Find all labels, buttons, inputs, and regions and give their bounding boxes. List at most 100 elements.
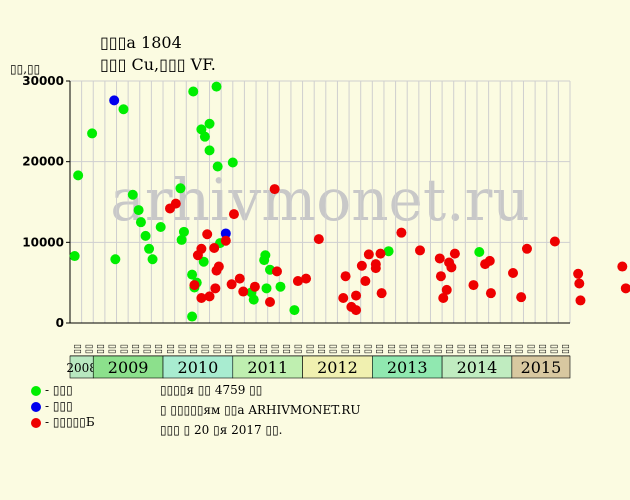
data-point	[212, 161, 223, 172]
data-point	[449, 248, 460, 259]
month-label: ▯▯	[538, 344, 548, 354]
data-point	[375, 248, 386, 259]
data-point	[301, 273, 312, 284]
data-point	[351, 290, 362, 301]
data-point	[484, 255, 495, 266]
month-label: ▯▯	[259, 344, 269, 354]
month-label: ▯▯	[561, 344, 571, 354]
data-point	[521, 243, 532, 254]
data-point	[170, 198, 181, 209]
month-label: ▯▯	[177, 344, 187, 354]
data-point	[396, 227, 407, 238]
data-point	[249, 281, 260, 292]
month-label: ▯▯	[398, 344, 408, 354]
data-point	[360, 276, 371, 287]
data-point	[269, 184, 280, 195]
y-tick-label: 0	[56, 316, 64, 330]
data-point	[356, 260, 367, 271]
month-label: ▯▯	[457, 344, 467, 354]
data-point	[292, 276, 303, 287]
month-label: ▯▯	[329, 344, 339, 354]
month-label: ▯▯	[96, 344, 106, 354]
data-point	[187, 311, 198, 322]
data-point	[140, 230, 151, 241]
year-label: 2011	[247, 358, 288, 377]
data-point	[617, 261, 628, 272]
data-point	[204, 291, 215, 302]
data-point	[176, 234, 187, 245]
data-point	[573, 268, 584, 279]
data-point	[226, 279, 237, 290]
data-point	[474, 247, 485, 258]
data-point	[415, 245, 425, 256]
data-point	[118, 104, 129, 115]
data-point	[144, 243, 155, 254]
data-point	[204, 145, 215, 156]
month-label: ▯▯	[340, 344, 350, 354]
month-label: ▯▯	[445, 344, 455, 354]
data-point	[228, 209, 239, 220]
data-point	[620, 283, 630, 294]
data-point	[508, 267, 519, 278]
data-point	[485, 288, 496, 299]
month-label: ▯▯	[480, 344, 490, 354]
month-label: ▯▯	[410, 344, 420, 354]
month-label: ▯▯	[526, 344, 536, 354]
data-point	[69, 251, 80, 262]
y-axis-unit: ▯▯,▯▯	[10, 62, 41, 76]
month-label: ▯▯	[468, 344, 478, 354]
data-point	[575, 295, 586, 306]
month-label: ▯▯	[294, 344, 304, 354]
data-point	[340, 271, 351, 282]
data-point	[211, 81, 222, 92]
data-point	[133, 205, 144, 216]
month-label: ▯▯	[154, 344, 164, 354]
year-label: 2013	[387, 358, 428, 377]
year-band	[511, 355, 571, 379]
data-point	[189, 280, 200, 291]
data-point	[438, 292, 449, 303]
data-point	[227, 157, 238, 168]
month-label: ▯▯	[515, 344, 525, 354]
month-label: ▯▯	[108, 344, 118, 354]
data-point	[196, 243, 207, 254]
data-point	[441, 284, 452, 295]
data-point	[127, 189, 138, 200]
y-tick-label: 30000	[22, 74, 64, 88]
data-point	[271, 266, 282, 277]
data-point	[147, 254, 158, 265]
data-point	[260, 250, 271, 261]
data-point	[383, 246, 394, 257]
data-point	[289, 305, 300, 316]
data-point	[196, 292, 207, 303]
year-label: 2014	[457, 358, 498, 377]
data-point	[73, 170, 84, 181]
month-label: ▯▯	[422, 344, 432, 354]
year-label: 2009	[108, 358, 149, 377]
data-point	[275, 281, 286, 292]
month-label: ▯▯	[305, 344, 315, 354]
month-label: ▯▯	[212, 344, 222, 354]
data-point	[220, 228, 231, 239]
data-point	[338, 292, 349, 303]
data-point	[370, 263, 381, 274]
year-label: 2015	[521, 358, 562, 377]
data-point	[313, 234, 324, 245]
month-label: ▯▯	[491, 344, 501, 354]
data-point	[265, 297, 275, 308]
data-point	[261, 283, 272, 294]
month-label: ▯▯	[201, 344, 211, 354]
month-label: ▯▯	[282, 344, 292, 354]
note-count: ▯▯▯▯я ▯▯ 4759 ▯▯	[160, 383, 263, 397]
data-point	[351, 305, 362, 316]
month-label: ▯▯	[433, 344, 443, 354]
month-label: ▯▯	[189, 344, 199, 354]
legend-label-3: - ▯▯▯▯▯Б	[45, 415, 95, 429]
data-point	[376, 288, 387, 299]
data-point	[234, 273, 245, 284]
data-point	[135, 217, 146, 228]
data-point	[199, 131, 210, 142]
month-label: ▯▯	[270, 344, 280, 354]
data-point	[516, 292, 527, 303]
data-point	[574, 278, 585, 289]
